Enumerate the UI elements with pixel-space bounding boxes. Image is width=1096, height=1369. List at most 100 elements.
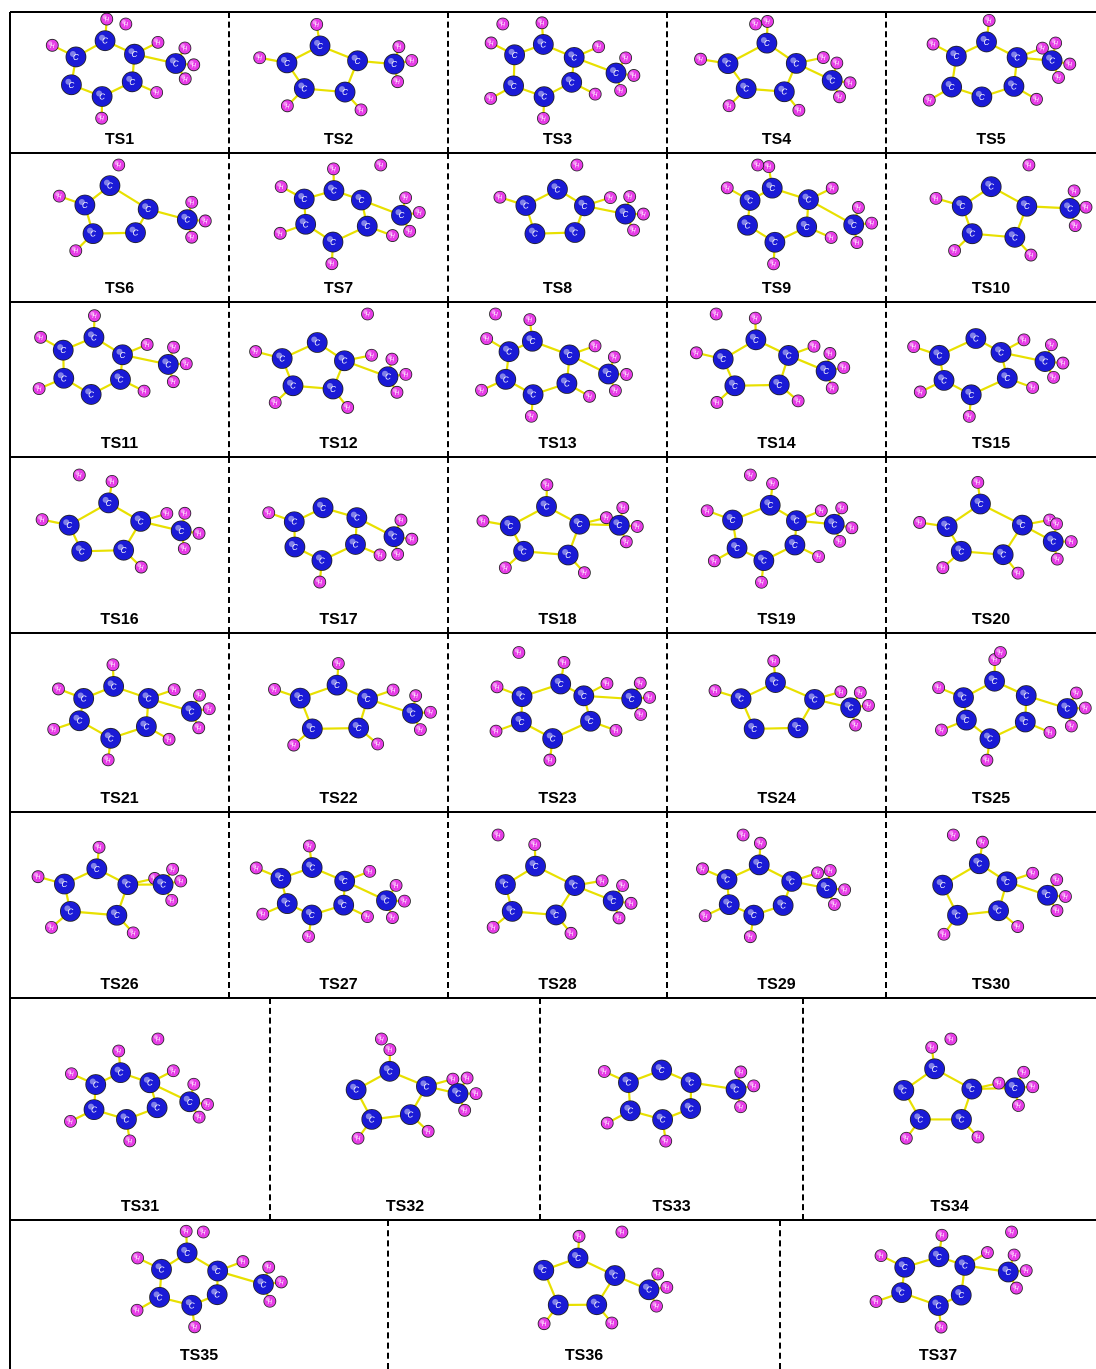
svg-text:H: H	[391, 688, 396, 694]
svg-text:C: C	[309, 864, 315, 873]
carbon-atom: C	[735, 78, 757, 100]
carbon-atom: C	[377, 366, 399, 388]
structure-label: TS6	[104, 280, 135, 297]
svg-text:H: H	[830, 187, 835, 193]
hydrogen-atom: H	[570, 158, 584, 172]
carbon-atom: C	[840, 697, 862, 719]
carbon-atom: C	[621, 688, 643, 710]
svg-text:C: C	[90, 230, 96, 239]
hydrogen-atom: H	[373, 548, 387, 562]
svg-text:H: H	[331, 167, 336, 173]
svg-text:H: H	[1074, 691, 1079, 697]
svg-text:H: H	[1073, 224, 1078, 230]
svg-text:H: H	[931, 43, 936, 49]
svg-text:H: H	[1034, 98, 1039, 104]
svg-text:C: C	[720, 355, 726, 364]
svg-text:C: C	[1045, 891, 1051, 900]
svg-text:H: H	[587, 395, 592, 401]
svg-text:H: H	[739, 1070, 744, 1076]
carbon-atom: C	[712, 348, 734, 370]
svg-text:C: C	[118, 375, 124, 384]
svg-text:H: H	[703, 914, 708, 920]
molecule-structure: C C C C C C H H H H H H C H H H	[47, 658, 216, 767]
carbon-atom: C	[798, 189, 819, 211]
carbon-atom: C	[391, 204, 412, 226]
structure-label: TS32	[385, 1198, 425, 1215]
svg-text:C: C	[953, 52, 959, 61]
svg-text:H: H	[934, 197, 939, 203]
hydrogen-atom: H	[935, 723, 948, 737]
carbon-atom: C	[125, 222, 146, 244]
svg-text:H: H	[748, 935, 753, 941]
panel-divider	[228, 12, 230, 153]
hydrogen-atom: H	[484, 36, 498, 50]
svg-text:H: H	[752, 1084, 757, 1090]
hydrogen-atom: H	[69, 244, 83, 258]
hydrogen-atom: H	[363, 864, 377, 878]
svg-text:C: C	[772, 238, 778, 247]
svg-text:H: H	[124, 23, 129, 29]
svg-text:C: C	[979, 93, 985, 102]
svg-text:H: H	[171, 346, 176, 352]
svg-text:C: C	[829, 76, 835, 85]
carbon-atom: C	[176, 1242, 198, 1264]
svg-text:H: H	[839, 690, 844, 696]
svg-text:C: C	[399, 211, 405, 220]
svg-text:C: C	[626, 1079, 632, 1088]
svg-text:C: C	[565, 551, 571, 560]
carbon-atom: C	[759, 494, 781, 516]
svg-text:H: H	[97, 846, 102, 852]
svg-text:H: H	[183, 512, 188, 518]
svg-text:H: H	[1016, 572, 1021, 578]
svg-text:C: C	[984, 38, 990, 47]
panel-divider	[885, 457, 887, 633]
carbon-atom: C	[113, 539, 135, 561]
hydrogen-atom: H	[498, 561, 512, 575]
carbon-atom: C	[293, 188, 315, 210]
svg-text:H: H	[192, 1083, 197, 1089]
svg-text:H: H	[197, 694, 202, 700]
carbon-atom: C	[953, 687, 974, 709]
panel-divider	[666, 812, 668, 998]
carbon-atom: C	[652, 1109, 674, 1130]
carbon-atom: C	[515, 195, 537, 216]
svg-text:H: H	[493, 313, 498, 319]
carbon-atom: C	[550, 673, 572, 695]
carbon-atom: C	[73, 688, 95, 709]
svg-text:C: C	[518, 718, 524, 727]
svg-text:H: H	[613, 389, 618, 395]
svg-text:C: C	[769, 184, 775, 193]
carbon-atom: C	[1015, 685, 1037, 706]
carbon-atom: C	[563, 46, 585, 68]
svg-text:H: H	[390, 358, 395, 364]
svg-text:H: H	[656, 1273, 661, 1279]
hydrogen-atom: H	[354, 103, 368, 117]
hydrogen-atom: H	[1068, 219, 1082, 233]
svg-text:C: C	[91, 333, 97, 342]
svg-text:C: C	[789, 877, 795, 886]
svg-text:C: C	[356, 724, 362, 733]
hydrogen-atom: H	[922, 93, 936, 107]
carbon-atom: C	[815, 360, 837, 382]
carbon-atom: C	[619, 1100, 641, 1122]
carbon-atom: C	[753, 550, 775, 572]
hydrogen-atom: H	[409, 689, 423, 703]
hydrogen-atom: H	[391, 547, 405, 561]
hydrogen-atom: H	[1017, 333, 1031, 347]
hydrogen-atom: H	[1050, 873, 1064, 887]
svg-text:C: C	[992, 677, 998, 686]
structure-label: TS13	[538, 435, 577, 452]
svg-text:C: C	[588, 717, 594, 726]
hydrogen-atom: H	[167, 340, 180, 354]
hydrogen-atom: H	[192, 721, 206, 735]
svg-text:H: H	[258, 56, 263, 62]
svg-text:H: H	[741, 834, 746, 840]
hydrogen-atom: H	[616, 501, 630, 514]
svg-text:C: C	[627, 1107, 633, 1116]
molecule-structure: C C C C C H H H H C H H H H	[486, 828, 638, 940]
row-separator	[10, 456, 1096, 458]
carbon-atom: C	[784, 534, 806, 556]
svg-text:H: H	[498, 196, 503, 202]
hydrogen-atom: H	[390, 385, 404, 399]
svg-text:H: H	[858, 691, 863, 697]
